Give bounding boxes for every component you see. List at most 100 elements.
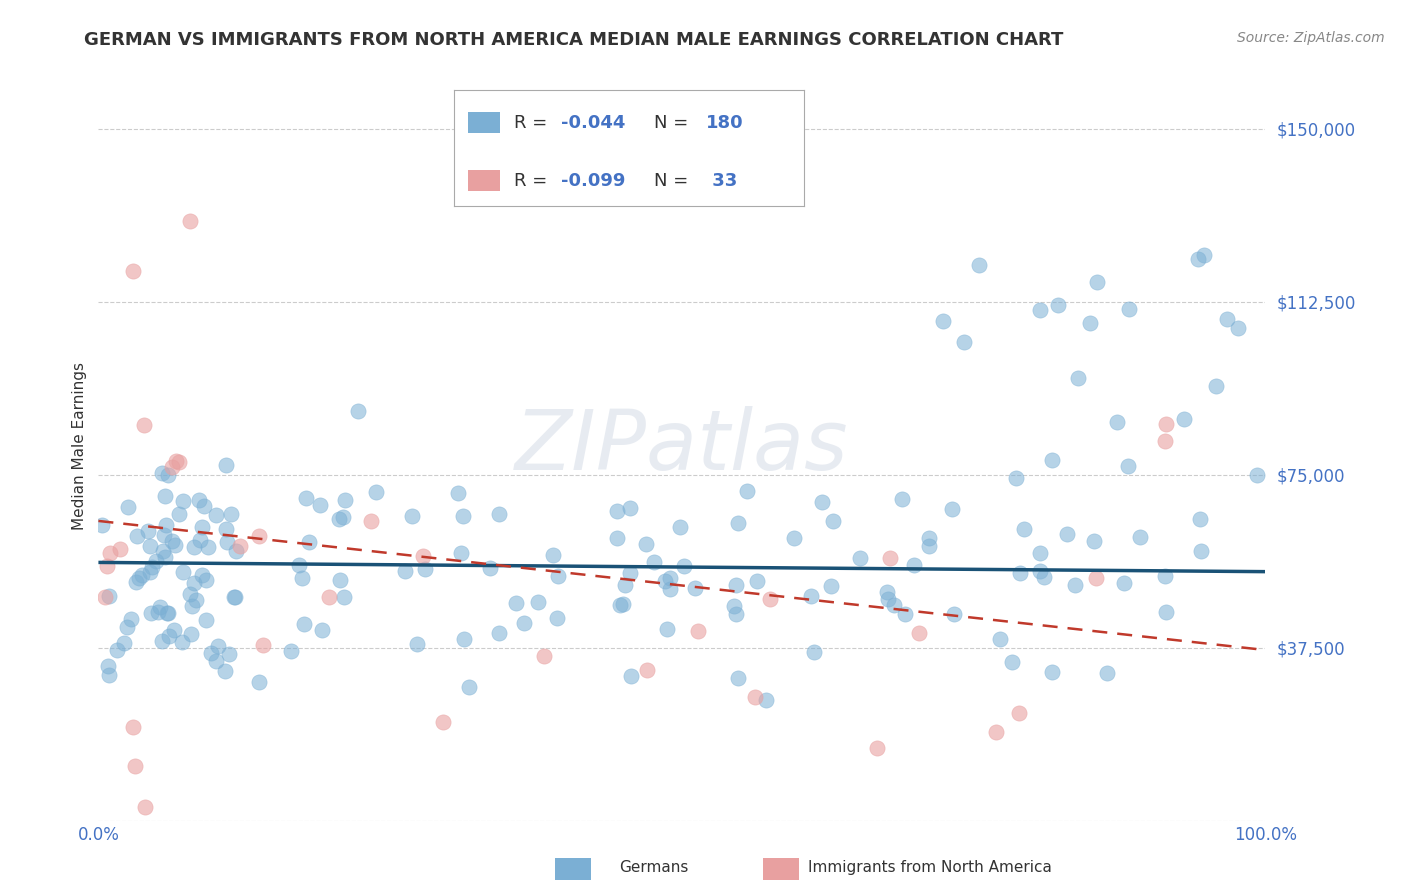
Point (406, 637, 429, 651)
Point (215, 458, 238, 472)
Point (688, 624, 710, 639)
Point (145, 554, 167, 568)
Point (1033, 570, 1056, 584)
Point (136, 524, 159, 538)
Point (1056, 527, 1078, 541)
Point (755, 693, 778, 707)
Point (160, 460, 183, 475)
Point (1215, 312, 1237, 326)
Point (810, 495, 832, 509)
Point (225, 544, 247, 558)
Point (614, 578, 637, 592)
Point (1154, 434, 1177, 449)
Point (643, 555, 665, 569)
Point (1029, 564, 1052, 578)
Point (94, 590, 117, 604)
Point (724, 577, 747, 591)
Point (1012, 522, 1035, 536)
Point (97, 659, 120, 673)
Point (98, 546, 121, 560)
Point (333, 493, 356, 508)
Point (984, 725, 1007, 739)
Point (105, 643, 128, 657)
Point (1064, 578, 1087, 592)
Point (195, 613, 218, 627)
Point (803, 645, 825, 659)
Point (364, 485, 387, 500)
Point (218, 647, 240, 661)
Point (1246, 467, 1268, 482)
Point (547, 568, 569, 582)
Point (150, 466, 173, 480)
Point (685, 582, 707, 596)
Point (134, 799, 156, 814)
Point (292, 616, 315, 631)
Point (1083, 534, 1105, 549)
Point (606, 532, 628, 546)
Point (673, 559, 696, 574)
Point (725, 607, 748, 621)
Point (1029, 545, 1052, 559)
Point (110, 541, 132, 556)
Point (659, 582, 682, 596)
Point (309, 499, 332, 513)
Point (214, 664, 236, 678)
Point (318, 591, 340, 605)
Point (478, 561, 501, 575)
Point (172, 565, 194, 579)
Point (1095, 665, 1118, 680)
Point (907, 625, 929, 640)
Point (606, 504, 628, 518)
Point (401, 508, 423, 523)
Point (932, 314, 955, 328)
Point (160, 534, 183, 549)
Point (1001, 655, 1024, 669)
Point (222, 590, 245, 604)
Point (1226, 321, 1249, 335)
Point (866, 741, 889, 756)
Point (1084, 571, 1107, 585)
Point (876, 592, 898, 607)
Point (124, 759, 146, 773)
Point (179, 587, 201, 601)
Point (1005, 471, 1028, 485)
Point (165, 453, 187, 467)
Point (121, 264, 143, 278)
Point (727, 671, 749, 685)
Point (669, 520, 692, 534)
Point (221, 507, 243, 521)
Point (215, 523, 238, 537)
Point (1187, 252, 1209, 267)
Point (941, 502, 963, 516)
Point (131, 567, 153, 582)
Point (150, 633, 173, 648)
Point (432, 714, 454, 729)
Point (1028, 302, 1050, 317)
Point (1118, 302, 1140, 317)
Point (876, 585, 898, 599)
Point (115, 619, 138, 633)
Point (169, 455, 191, 469)
Point (181, 599, 204, 614)
Point (329, 573, 352, 587)
Point (195, 573, 218, 587)
Point (1188, 512, 1211, 526)
Point (526, 595, 548, 609)
Point (967, 258, 990, 272)
Point (291, 571, 314, 585)
Point (723, 599, 745, 613)
Point (744, 690, 766, 705)
Point (180, 627, 202, 641)
Point (735, 484, 758, 499)
Point (1189, 544, 1212, 558)
Point (179, 214, 201, 228)
Point (183, 540, 205, 554)
Point (360, 514, 382, 528)
Point (413, 562, 436, 576)
Point (90, 518, 112, 533)
Point (247, 529, 270, 543)
Point (117, 500, 139, 514)
Point (1205, 378, 1227, 392)
Point (224, 591, 246, 605)
Point (1156, 605, 1178, 619)
